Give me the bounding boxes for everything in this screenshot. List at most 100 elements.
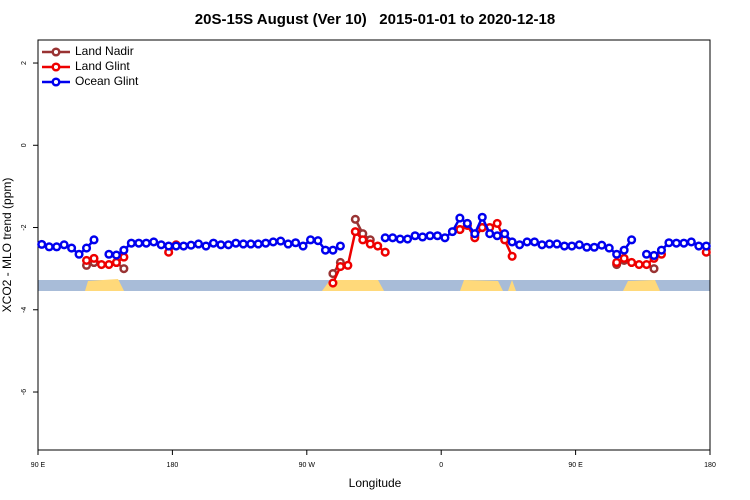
data-point	[619, 253, 629, 263]
data-point	[350, 214, 360, 224]
data-point	[694, 241, 704, 251]
data-point	[679, 238, 689, 248]
data-point	[74, 249, 84, 259]
data-point	[432, 231, 443, 241]
data-point	[649, 250, 659, 261]
data-point	[59, 240, 69, 250]
data-point	[298, 241, 308, 251]
data-point	[552, 239, 562, 249]
data-point	[604, 243, 614, 253]
data-point	[96, 259, 107, 270]
data-point	[291, 238, 301, 248]
data-point	[395, 234, 405, 244]
data-point	[440, 233, 450, 243]
data-point	[328, 245, 338, 255]
land-band	[85, 279, 124, 291]
data-point	[403, 234, 413, 244]
data-point	[470, 229, 480, 239]
data-point	[119, 252, 129, 262]
data-point	[529, 237, 540, 247]
data-point	[335, 241, 345, 251]
data-point	[515, 240, 525, 250]
data-point	[447, 227, 457, 237]
data-point	[186, 240, 196, 250]
data-point	[223, 240, 233, 250]
data-point	[365, 239, 375, 249]
data-point	[380, 247, 390, 257]
data-point	[388, 233, 398, 243]
data-point	[671, 238, 681, 248]
data-point	[500, 229, 510, 239]
data-point	[597, 240, 607, 250]
data-point	[358, 235, 368, 245]
data-point	[253, 239, 263, 249]
data-point	[455, 213, 465, 223]
land-mask-band	[38, 279, 710, 291]
data-point	[417, 232, 428, 242]
data-point	[641, 249, 652, 259]
data-point	[231, 238, 241, 248]
data-point	[44, 242, 54, 252]
legend-marker	[51, 47, 61, 57]
land-band	[322, 280, 384, 291]
legend-label: Land Nadir	[75, 44, 134, 58]
data-point	[141, 238, 151, 248]
chart-title: 20S-15S August (Ver 10) 2015-01-01 to 20…	[195, 11, 555, 28]
data-point	[686, 237, 696, 247]
data-point	[641, 259, 652, 270]
data-point	[67, 243, 77, 253]
y-tick-label: -4	[21, 307, 28, 313]
land-band	[460, 280, 516, 291]
x-tick-label: 90 E	[31, 462, 46, 469]
data-point	[425, 231, 435, 241]
data-point	[589, 242, 599, 252]
data-point	[238, 239, 248, 249]
data-point	[89, 235, 99, 245]
data-point	[179, 241, 189, 251]
data-point	[149, 237, 159, 247]
data-point	[201, 241, 211, 251]
data-point	[246, 239, 256, 249]
data-point	[612, 249, 622, 259]
data-point	[544, 239, 555, 249]
data-point	[81, 243, 92, 253]
data-point	[208, 238, 219, 248]
data-point	[410, 231, 420, 241]
data-point	[350, 227, 360, 237]
data-point	[283, 239, 293, 249]
data-point	[261, 238, 271, 248]
data-point	[462, 218, 472, 228]
data-point	[574, 240, 584, 250]
data-point	[111, 257, 121, 268]
data-point	[320, 245, 331, 255]
data-point	[634, 259, 644, 270]
legend-label: Ocean Glint	[75, 74, 139, 88]
data-point	[537, 240, 547, 250]
data-point	[193, 239, 204, 249]
data-point	[119, 245, 129, 255]
data-point	[126, 238, 136, 248]
data-point	[701, 241, 711, 251]
y-tick-label: 2	[21, 61, 28, 65]
data-point	[171, 241, 181, 251]
data-point	[81, 255, 92, 265]
data-point	[567, 241, 577, 251]
data-point	[492, 231, 502, 241]
x-tick-label: 180	[704, 462, 716, 469]
data-point	[216, 240, 226, 250]
data-point	[664, 238, 674, 248]
data-point	[522, 237, 532, 247]
x-tick-label: 180	[167, 462, 179, 469]
data-point	[612, 257, 622, 268]
data-point	[134, 238, 144, 248]
data-point	[627, 257, 637, 268]
x-tick-label: 0	[439, 462, 443, 469]
data-point	[507, 251, 517, 261]
data-point	[507, 237, 517, 247]
data-point	[455, 225, 465, 235]
y-axis-label: XCO2 - MLO trend (ppm)	[0, 178, 14, 313]
data-point	[156, 240, 166, 250]
data-point	[485, 229, 495, 239]
data-point	[477, 212, 487, 222]
